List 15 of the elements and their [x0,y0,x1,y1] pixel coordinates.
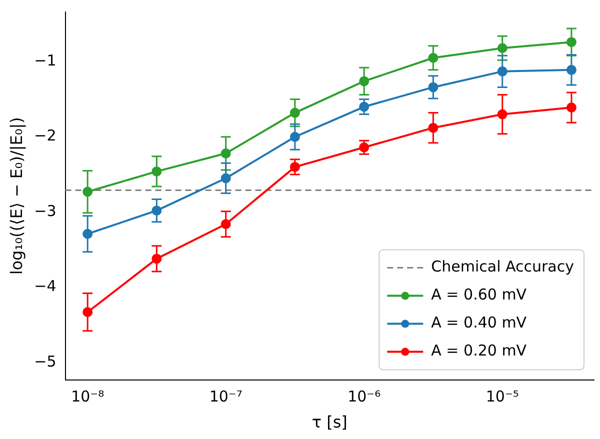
y-tick-label: −5 [34,352,56,370]
legend-label: A = 0.40 mV [431,314,528,332]
legend-label: A = 0.20 mV [431,342,528,360]
x-tick-label: 10⁻⁵ [486,388,519,406]
y-tick-label: −2 [34,126,56,145]
x-axis-title: τ [s] [312,412,348,432]
y-tick-label: −4 [34,277,56,296]
x-tick-label: 10⁻⁷ [209,388,242,406]
y-tick-label: −1 [34,52,56,70]
y-axis-title: log₁₀((⟨E⟩ − E₀)/|E₀|) [6,117,26,275]
y-tick-label: −3 [34,202,56,220]
legend-label: Chemical Accuracy [431,258,574,276]
legend-label: A = 0.60 mV [431,286,528,304]
x-tick-label: 10⁻⁸ [71,388,104,406]
x-tick-label: 10⁻⁶ [348,388,381,406]
